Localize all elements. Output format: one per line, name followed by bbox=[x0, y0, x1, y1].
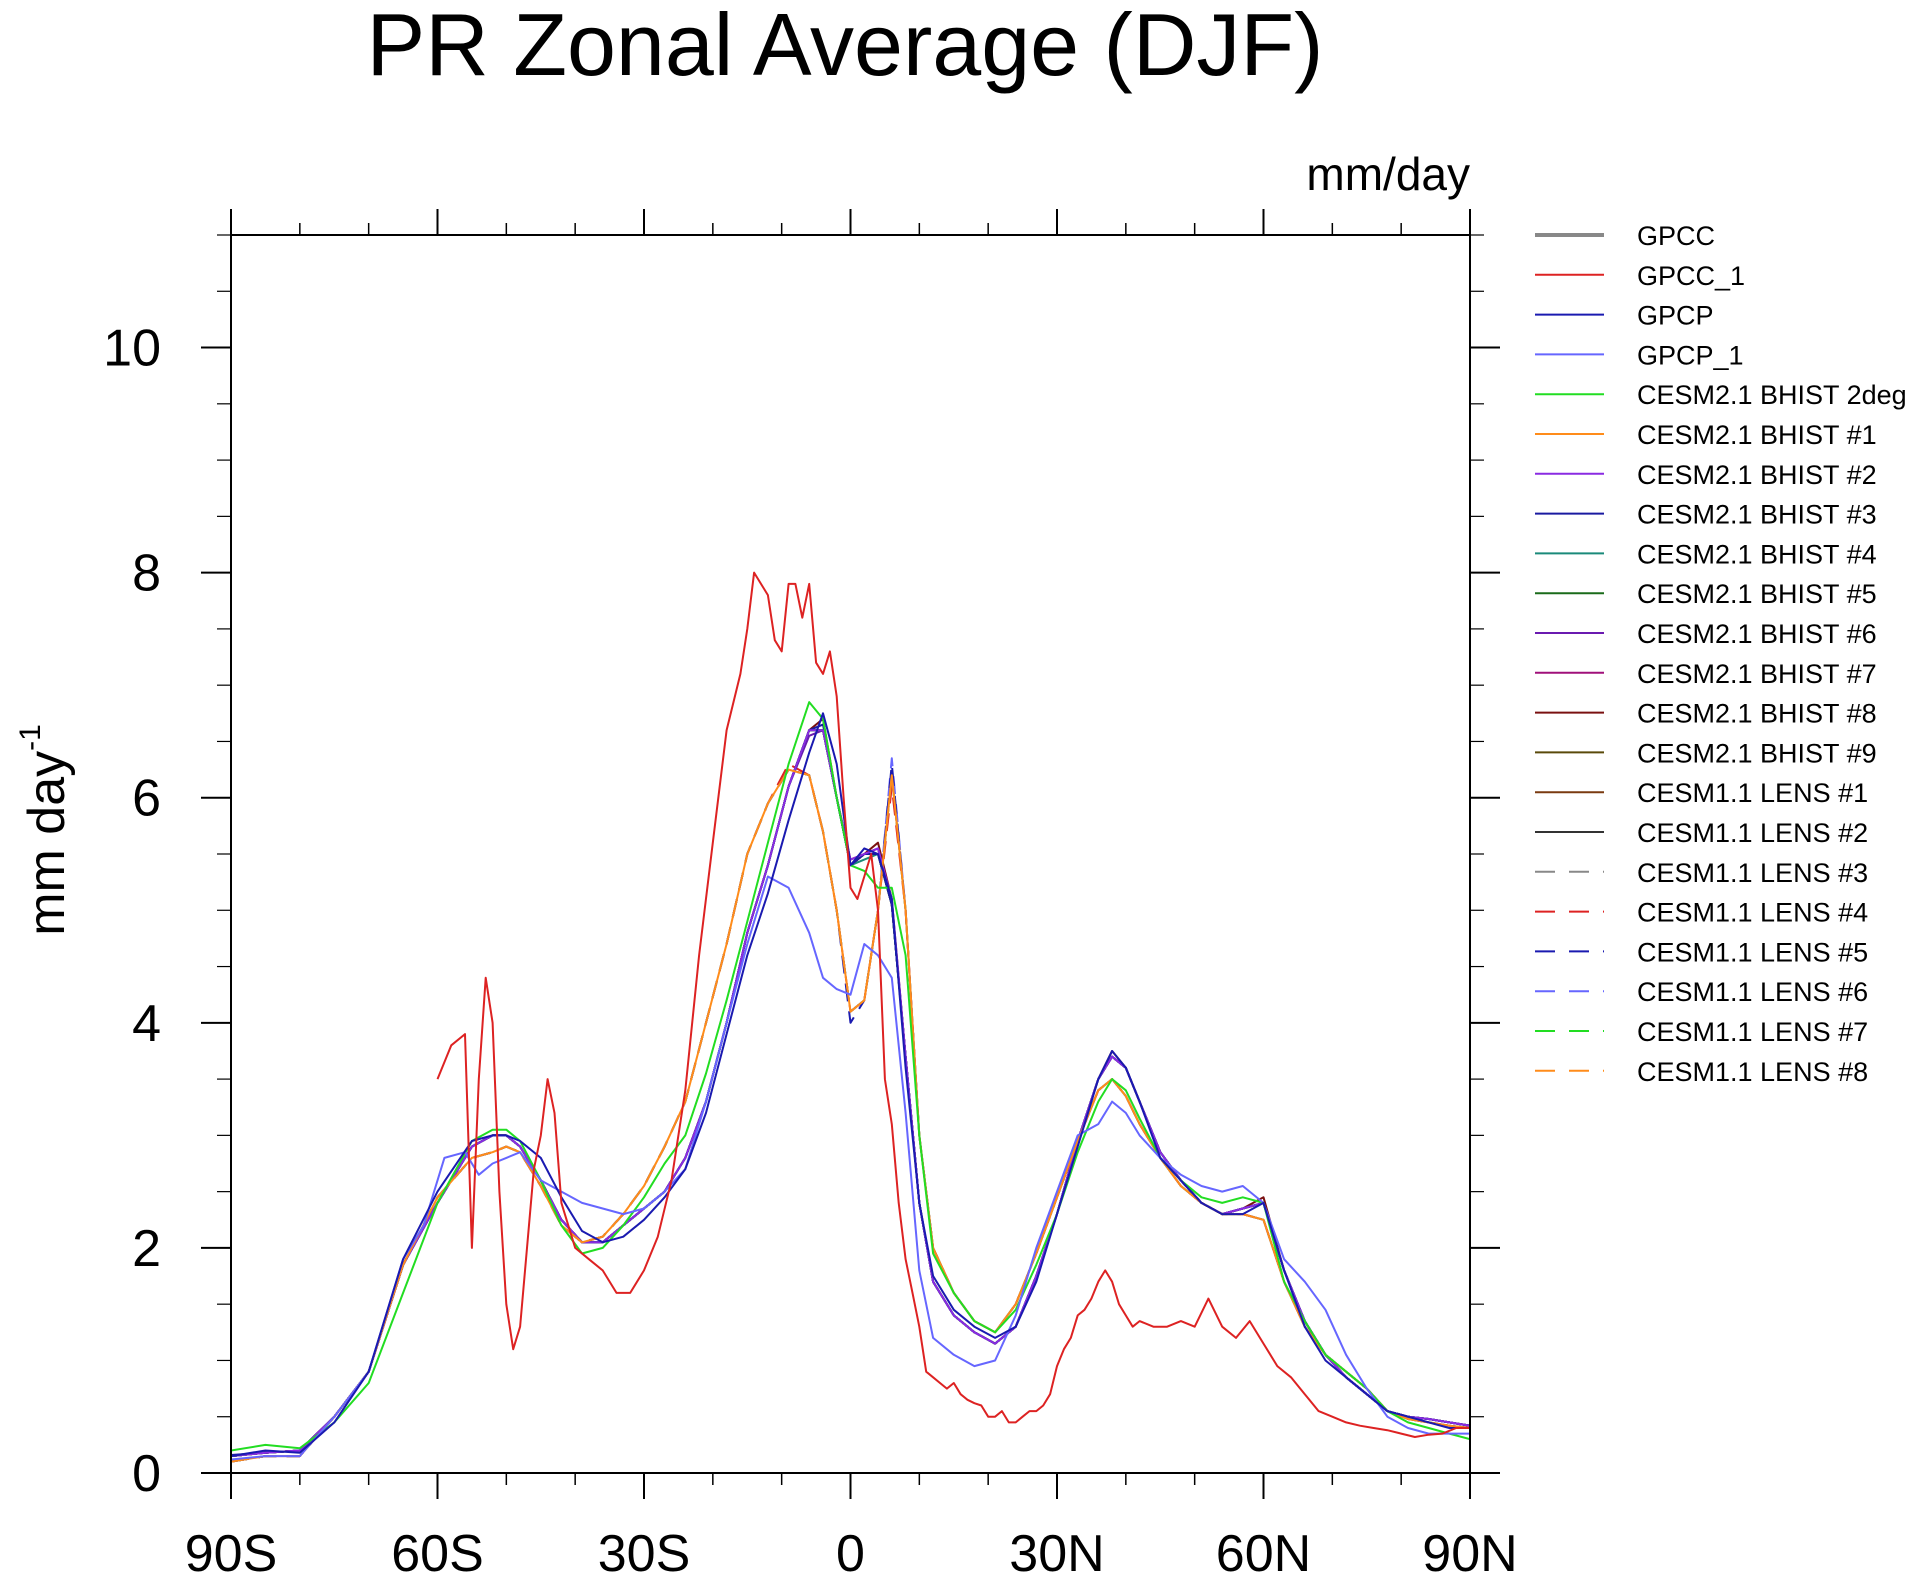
series-line bbox=[231, 763, 1470, 1463]
y-axis-label: mm day bbox=[18, 751, 76, 936]
axis-ticks: 90S 60S 30S 0 30N 60N 90N 0 2 4 6 8 10 bbox=[103, 209, 1518, 1583]
legend-label: CESM2.1 BHIST #7 bbox=[1637, 659, 1877, 689]
series-line bbox=[231, 729, 1470, 1458]
legend-label: CESM2.1 BHIST #6 bbox=[1637, 619, 1877, 649]
y-tick-label: 10 bbox=[103, 320, 161, 378]
series-line bbox=[231, 768, 1470, 1463]
series-line bbox=[231, 729, 1470, 1458]
legend-label: CESM2.1 BHIST #2 bbox=[1637, 460, 1877, 490]
legend-label: CESM1.1 LENS #4 bbox=[1637, 898, 1868, 928]
series-line bbox=[231, 768, 1470, 1463]
y-tick-label: 4 bbox=[132, 995, 161, 1053]
legend-label: CESM1.1 LENS #1 bbox=[1637, 778, 1868, 808]
series-line bbox=[231, 768, 1470, 1463]
legend-label: CESM2.1 BHIST #5 bbox=[1637, 579, 1877, 609]
legend-label: CESM1.1 LENS #8 bbox=[1637, 1057, 1868, 1087]
x-tick-label: 0 bbox=[836, 1525, 865, 1583]
series-line bbox=[231, 729, 1470, 1458]
y-tick-label: 8 bbox=[132, 545, 161, 603]
x-tick-label: 60N bbox=[1216, 1525, 1311, 1583]
series-line bbox=[231, 701, 1470, 1452]
series-line bbox=[231, 875, 1470, 1461]
series-line bbox=[231, 729, 1470, 1458]
x-tick-label: 90N bbox=[1422, 1525, 1517, 1583]
legend-label: CESM2.1 BHIST #1 bbox=[1637, 420, 1877, 450]
series-line bbox=[231, 729, 1470, 1458]
series-line bbox=[231, 763, 1470, 1463]
series-line bbox=[231, 712, 1470, 1458]
plot-frame bbox=[230, 234, 1471, 1474]
chart-title: PR Zonal Average (DJF) bbox=[367, 0, 1324, 94]
legend-label: CESM2.1 BHIST 2deg bbox=[1637, 380, 1907, 410]
y-axis-title: mm day-1 bbox=[14, 724, 76, 936]
y-tick-label: 2 bbox=[132, 1220, 161, 1278]
x-tick-label: 90S bbox=[185, 1525, 278, 1583]
y-tick-label: 0 bbox=[132, 1445, 161, 1503]
legend-label: CESM2.1 BHIST #8 bbox=[1637, 699, 1877, 729]
legend-label: CESM1.1 LENS #5 bbox=[1637, 937, 1868, 967]
legend-label: CESM2.1 BHIST #9 bbox=[1637, 738, 1877, 768]
x-tick-label: 30S bbox=[598, 1525, 691, 1583]
y-axis-label-exponent: -1 bbox=[14, 724, 47, 751]
legend-label: CESM1.1 LENS #7 bbox=[1637, 1017, 1868, 1047]
series-line bbox=[231, 768, 1470, 1463]
y-tick-label: 6 bbox=[132, 770, 161, 828]
series-line bbox=[231, 729, 1470, 1458]
series-line bbox=[231, 729, 1470, 1458]
series-line bbox=[231, 717, 1470, 1458]
x-tick-label: 60S bbox=[391, 1525, 484, 1583]
legend: GPCC GPCC_1 GPCP GPCP_1 CESM2.1 BHIST 2deg CE… bbox=[1535, 221, 1907, 1087]
legend-label: CESM2.1 BHIST #3 bbox=[1637, 500, 1877, 530]
legend-label: GPCC bbox=[1637, 221, 1715, 251]
svg-text:mm day-1: mm day-1 bbox=[14, 724, 76, 936]
series-line bbox=[436, 571, 1470, 1438]
legend-label: GPCP bbox=[1637, 301, 1714, 331]
legend-label: CESM2.1 BHIST #4 bbox=[1637, 539, 1877, 569]
legend-label: CESM1.1 LENS #6 bbox=[1637, 977, 1868, 1007]
legend-label: CESM1.1 LENS #3 bbox=[1637, 858, 1868, 888]
x-tick-label: 30N bbox=[1009, 1525, 1104, 1583]
units-label: mm/day bbox=[1306, 148, 1470, 200]
series-line bbox=[231, 729, 1470, 1458]
series-lines bbox=[231, 571, 1470, 1463]
legend-label: GPCP_1 bbox=[1637, 340, 1744, 370]
series-line bbox=[231, 757, 1470, 1463]
series-line bbox=[231, 723, 1470, 1456]
legend-label: CESM1.1 LENS #2 bbox=[1637, 818, 1868, 848]
legend-label: GPCC_1 bbox=[1637, 261, 1745, 291]
